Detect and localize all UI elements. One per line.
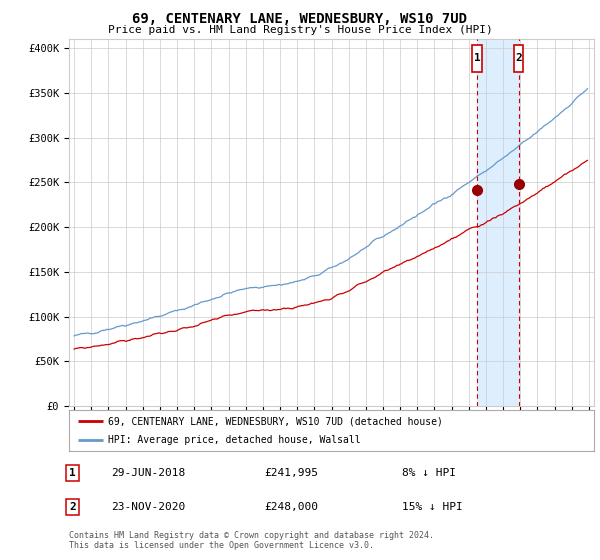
Text: 8% ↓ HPI: 8% ↓ HPI — [402, 468, 456, 478]
Text: 2: 2 — [515, 53, 522, 63]
Text: Contains HM Land Registry data © Crown copyright and database right 2024.
This d: Contains HM Land Registry data © Crown c… — [69, 531, 434, 550]
Text: Price paid vs. HM Land Registry's House Price Index (HPI): Price paid vs. HM Land Registry's House … — [107, 25, 493, 35]
Text: £241,995: £241,995 — [264, 468, 318, 478]
Text: 69, CENTENARY LANE, WEDNESBURY, WS10 7UD (detached house): 69, CENTENARY LANE, WEDNESBURY, WS10 7UD… — [109, 417, 443, 426]
Text: 1: 1 — [474, 53, 481, 63]
FancyBboxPatch shape — [514, 45, 523, 72]
Bar — [477, 39, 518, 406]
Text: 1: 1 — [69, 468, 76, 478]
Text: 69, CENTENARY LANE, WEDNESBURY, WS10 7UD: 69, CENTENARY LANE, WEDNESBURY, WS10 7UD — [133, 12, 467, 26]
Text: £248,000: £248,000 — [264, 502, 318, 512]
FancyBboxPatch shape — [472, 45, 482, 72]
Text: 15% ↓ HPI: 15% ↓ HPI — [402, 502, 463, 512]
Text: 23-NOV-2020: 23-NOV-2020 — [111, 502, 185, 512]
Text: HPI: Average price, detached house, Walsall: HPI: Average price, detached house, Wals… — [109, 435, 361, 445]
Text: 2: 2 — [69, 502, 76, 512]
Text: 29-JUN-2018: 29-JUN-2018 — [111, 468, 185, 478]
